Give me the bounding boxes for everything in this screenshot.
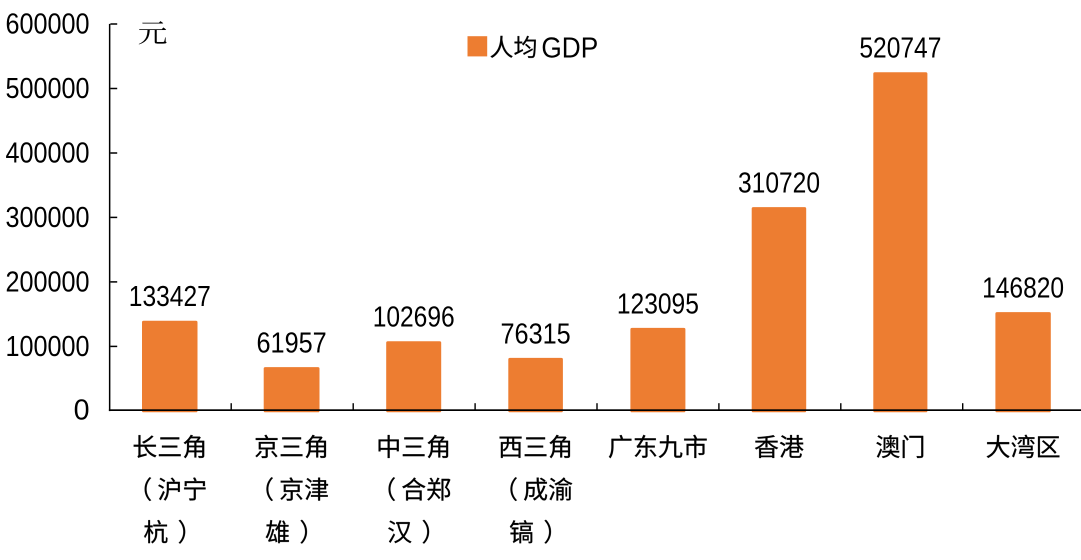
svg-text:133427: 133427: [129, 281, 211, 313]
svg-text:310720: 310720: [738, 168, 820, 200]
svg-text:0: 0: [74, 395, 90, 427]
svg-text:400000: 400000: [6, 138, 90, 170]
svg-text:300000: 300000: [6, 202, 90, 234]
svg-text:61957: 61957: [257, 328, 327, 360]
svg-text:200000: 200000: [6, 267, 90, 299]
svg-text:100000: 100000: [6, 331, 90, 363]
svg-text:123095: 123095: [617, 288, 699, 320]
svg-text:500000: 500000: [6, 73, 90, 105]
svg-text:GDP: GDP: [541, 32, 598, 64]
svg-text:146820: 146820: [982, 273, 1064, 305]
svg-text:102696: 102696: [373, 302, 455, 334]
svg-text:76315: 76315: [501, 318, 571, 350]
svg-text:520747: 520747: [859, 33, 941, 65]
svg-text:600000: 600000: [6, 9, 90, 41]
